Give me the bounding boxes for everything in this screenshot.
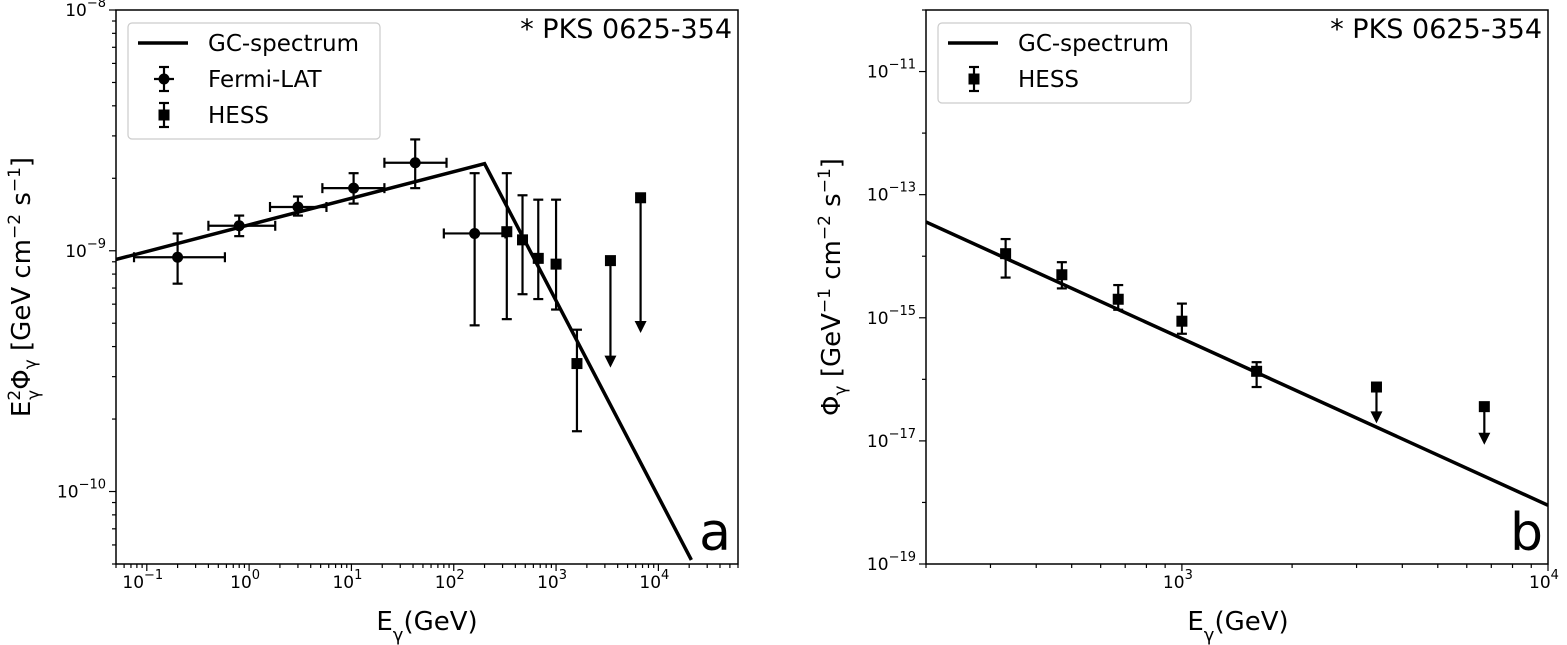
panel-a-hess-point: [604, 255, 616, 267]
panel-b-gc-spectrum-line: [926, 220, 1548, 507]
panel-a-x-tick-label: 104: [639, 568, 669, 593]
panel-b-hess-upper-limit-arrow: [1478, 432, 1491, 445]
panel-a-fermi-lat-point: [409, 157, 421, 169]
panel-b-x-axis-label: Eγ(GeV): [1187, 607, 1288, 645]
panel-a-hess-point: [550, 258, 562, 270]
panel-b-legend-label-hess: HESS: [1018, 67, 1079, 93]
panel-b-y-tick-label: 10−13: [867, 181, 916, 206]
panel-b-axes-frame: [925, 9, 1549, 565]
panel-b-legend-label-gc-spectrum: GC-spectrum: [1018, 31, 1169, 57]
panel-a-hess-point: [501, 226, 513, 238]
panel-b-hess-point: [1478, 401, 1490, 413]
panel-a-hess-point: [635, 192, 647, 204]
panel-b-y-tick-label: 10−17: [867, 427, 916, 452]
panel-b-legend-box: [937, 22, 1192, 104]
panel-a-axes-frame: [115, 9, 739, 565]
panel-a-source-label: * PKS 0625-354: [520, 14, 732, 45]
panel-a-hess-point: [517, 234, 529, 246]
panel-b-y-tick-label: 10−15: [867, 304, 916, 329]
panel-a-legend-square-marker: [158, 109, 170, 121]
panel-a-x-axis-label: Eγ(GeV): [376, 607, 477, 645]
panel-b-hess-upper-limit-arrow: [1370, 411, 1383, 424]
panel-b-legend: GC-spectrum HESS: [937, 22, 1192, 104]
panel-b-y-tick-label: 10−11: [867, 58, 916, 83]
panel-a-gc-spectrum-line: [116, 161, 693, 561]
panel-b-hess-point: [1251, 365, 1263, 377]
panel-a-hess-upper-limit-arrow: [634, 320, 647, 333]
panel-a-fermi-lat-point: [172, 251, 184, 263]
panel-b-ticks: 103 104 10−19 10−17 10−15 10−13 10−11: [867, 9, 1559, 593]
panel-a-y-tick-label: 10−9: [65, 237, 106, 262]
panel-a-fermi-lat-point: [292, 201, 304, 213]
panel-a-letter: a: [699, 503, 731, 563]
panel-a-fermi-lat-point: [469, 227, 481, 239]
panel-b-hess-point: [1000, 248, 1012, 260]
panel-a-fermi-lat-point: [348, 182, 360, 194]
panel-a-x-tick-label: 10−1: [122, 568, 163, 593]
panel-a-x-tick-label: 101: [332, 568, 362, 593]
panel-b-plot-content: [926, 220, 1548, 507]
panel-b-x-tick-label: 104: [1529, 568, 1559, 593]
panel-a-legend-label-hess: HESS: [208, 103, 269, 129]
panel-b-hess-point: [1370, 381, 1382, 393]
panel-b-hess-point: [1112, 293, 1124, 305]
panel-a-x-tick-label: 103: [537, 568, 567, 593]
panel-a-legend-label-fermi-lat: Fermi-LAT: [208, 67, 323, 93]
panel-a-chart: 10−1 100 101 102 103 104 10−10 10−9 10−8 GC-spec…: [5, 0, 739, 645]
panel-a-legend-label-gc-spectrum: GC-spectrum: [208, 31, 359, 57]
panel-b-legend-square-marker: [968, 73, 980, 85]
panel-a-fermi-lat-point: [233, 220, 245, 232]
panel-a-ticks: 10−1 100 101 102 103 104 10−10 10−9 10−8: [57, 0, 739, 593]
panel-a-legend: GC-spectrum Fermi-LAT HESS: [127, 22, 381, 140]
panel-a-hess-upper-limit-arrow: [604, 355, 617, 368]
panel-b-hess-point: [1056, 269, 1068, 281]
panel-b-chart: 103 104 10−19 10−17 10−15 10−13 10−11 GC-spect…: [815, 9, 1559, 645]
panel-b-x-tick-label: 103: [1163, 568, 1193, 593]
panel-a-legend-circle-marker: [158, 73, 170, 85]
panel-b-letter: b: [1510, 503, 1543, 563]
panel-a-plot-content: [116, 138, 693, 561]
panel-a-x-tick-label: 102: [435, 568, 465, 593]
panel-b-hess-point: [1176, 315, 1188, 327]
panel-b-source-label: * PKS 0625-354: [1330, 14, 1542, 45]
panel-b-y-tick-label: 10−19: [867, 550, 916, 575]
panel-a-hess-point: [571, 358, 583, 370]
panel-b-y-axis-label: Φγ [GeV−1 cm−2 s−1]: [815, 158, 851, 416]
panel-a-legend-box: [127, 22, 381, 140]
panel-a-y-axis-label: E2γΦγ [GeV cm−2 s−1]: [5, 157, 44, 417]
panel-a-x-tick-label: 100: [230, 568, 260, 593]
panel-a-y-tick-label: 10−8: [65, 0, 106, 21]
panel-a-hess-point: [532, 252, 544, 264]
panel-a-y-tick-label: 10−10: [57, 478, 106, 503]
